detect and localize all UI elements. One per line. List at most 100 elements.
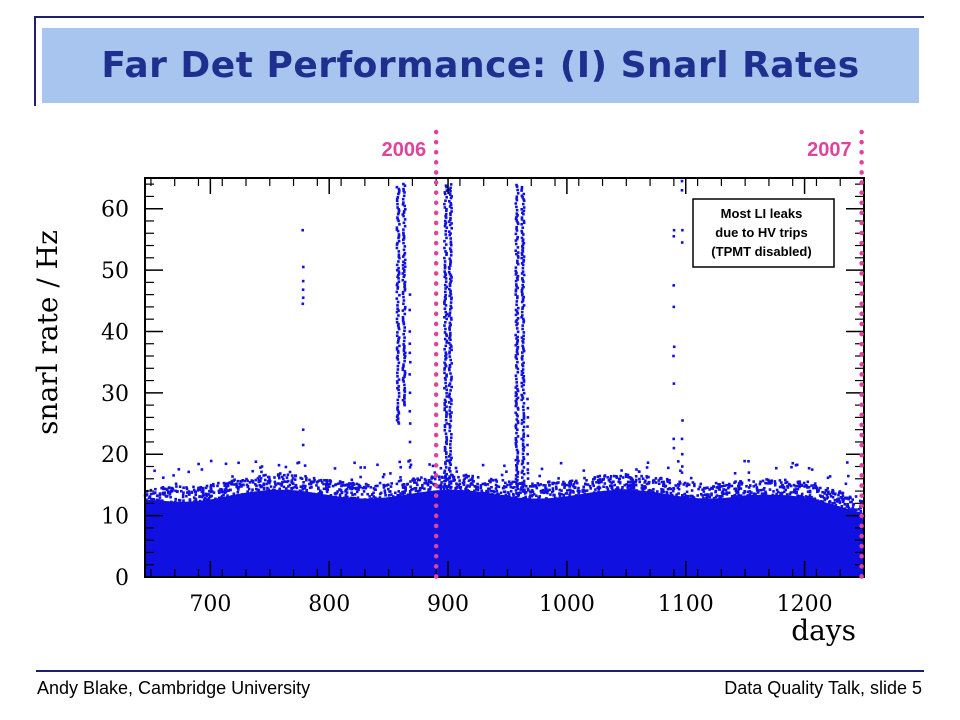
baseline-point (413, 487, 416, 490)
outlier-point (847, 474, 850, 478)
baseline-point (647, 475, 650, 479)
baseline-point (150, 498, 154, 501)
baseline-point (682, 483, 686, 486)
baseline-point (282, 477, 285, 481)
baseline-point (730, 484, 734, 488)
spike-point (515, 342, 519, 345)
baseline-point (481, 482, 485, 486)
spike-point (521, 287, 524, 290)
spike-point (521, 278, 524, 282)
spike-point (516, 475, 519, 479)
baseline-point (212, 482, 215, 486)
spike-point (522, 383, 525, 387)
y-tick-label: 30 (101, 382, 129, 407)
baseline-point (496, 492, 499, 495)
spike-point (443, 191, 447, 194)
spike-point (516, 235, 519, 239)
spike-point (522, 466, 526, 469)
spike-point (395, 356, 399, 360)
baseline-point (390, 482, 393, 485)
spike-point (515, 468, 518, 472)
spike-point (445, 209, 448, 213)
spike-point (443, 260, 447, 263)
spike-point (514, 202, 518, 205)
baseline-point (588, 484, 592, 488)
baseline-point (461, 481, 465, 485)
baseline-point (759, 488, 763, 492)
baseline-point (784, 488, 787, 492)
baseline-point (814, 486, 818, 489)
baseline-point (733, 494, 736, 497)
baseline-point (717, 488, 721, 491)
baseline-point (345, 488, 349, 491)
spike-point (450, 362, 453, 365)
spike-point (449, 193, 452, 196)
baseline-point (859, 509, 863, 513)
baseline-point (819, 499, 822, 503)
baseline-point (352, 483, 356, 486)
baseline-point (601, 478, 604, 481)
spike-point (448, 230, 451, 233)
baseline-point (610, 481, 613, 485)
baseline-point (382, 486, 386, 489)
baseline-point (160, 486, 163, 490)
baseline-point (458, 486, 461, 489)
spike-point (443, 265, 447, 268)
baseline-point (625, 491, 629, 494)
spike-point (514, 386, 518, 389)
spike-point (445, 484, 448, 488)
baseline-point (705, 500, 708, 504)
baseline-point (571, 484, 575, 488)
spike-point (514, 239, 518, 242)
spike-point (443, 256, 446, 260)
baseline-point (577, 486, 580, 490)
outlier-point (408, 466, 412, 469)
spike-point (516, 396, 520, 400)
baseline-point (440, 481, 443, 484)
baseline-point (665, 491, 668, 494)
baseline-point (262, 486, 266, 490)
baseline-point (365, 499, 369, 502)
spike-point (516, 470, 520, 474)
baseline-point (597, 490, 600, 494)
baseline-point (581, 489, 585, 492)
baseline-point (348, 485, 352, 489)
baseline-point (384, 494, 387, 497)
spike-point (447, 266, 451, 269)
baseline-point (287, 485, 290, 488)
baseline-point (161, 486, 165, 489)
spike-point (522, 456, 525, 459)
spike-point (445, 373, 448, 376)
spike-point (397, 339, 400, 343)
outlier-point (439, 466, 443, 470)
spike-point (672, 437, 675, 441)
baseline-point (351, 496, 355, 500)
baseline-point (718, 483, 721, 486)
baseline-point (709, 502, 712, 505)
outlier-point (679, 469, 682, 472)
spike-point (521, 429, 525, 432)
baseline-point (724, 488, 728, 492)
baseline-point (501, 479, 505, 482)
baseline-point (589, 497, 592, 500)
spike-point (515, 465, 519, 469)
spike-point (521, 439, 525, 442)
baseline-point (188, 493, 191, 496)
outlier-point (399, 466, 402, 469)
spike-point (672, 382, 676, 385)
baseline-point (373, 488, 377, 491)
baseline-point (386, 500, 390, 503)
spike-point (449, 372, 452, 375)
baseline-point (349, 482, 352, 485)
baseline-point (641, 493, 645, 496)
baseline-point (201, 486, 205, 490)
spike-point (443, 449, 447, 452)
baseline-point (245, 483, 249, 487)
baseline-point (177, 503, 181, 507)
baseline-point (423, 487, 426, 490)
spike-point (402, 376, 405, 380)
baseline-point (569, 479, 572, 483)
spike-point (514, 477, 518, 481)
baseline-point (727, 491, 731, 495)
baseline-point (358, 485, 362, 489)
